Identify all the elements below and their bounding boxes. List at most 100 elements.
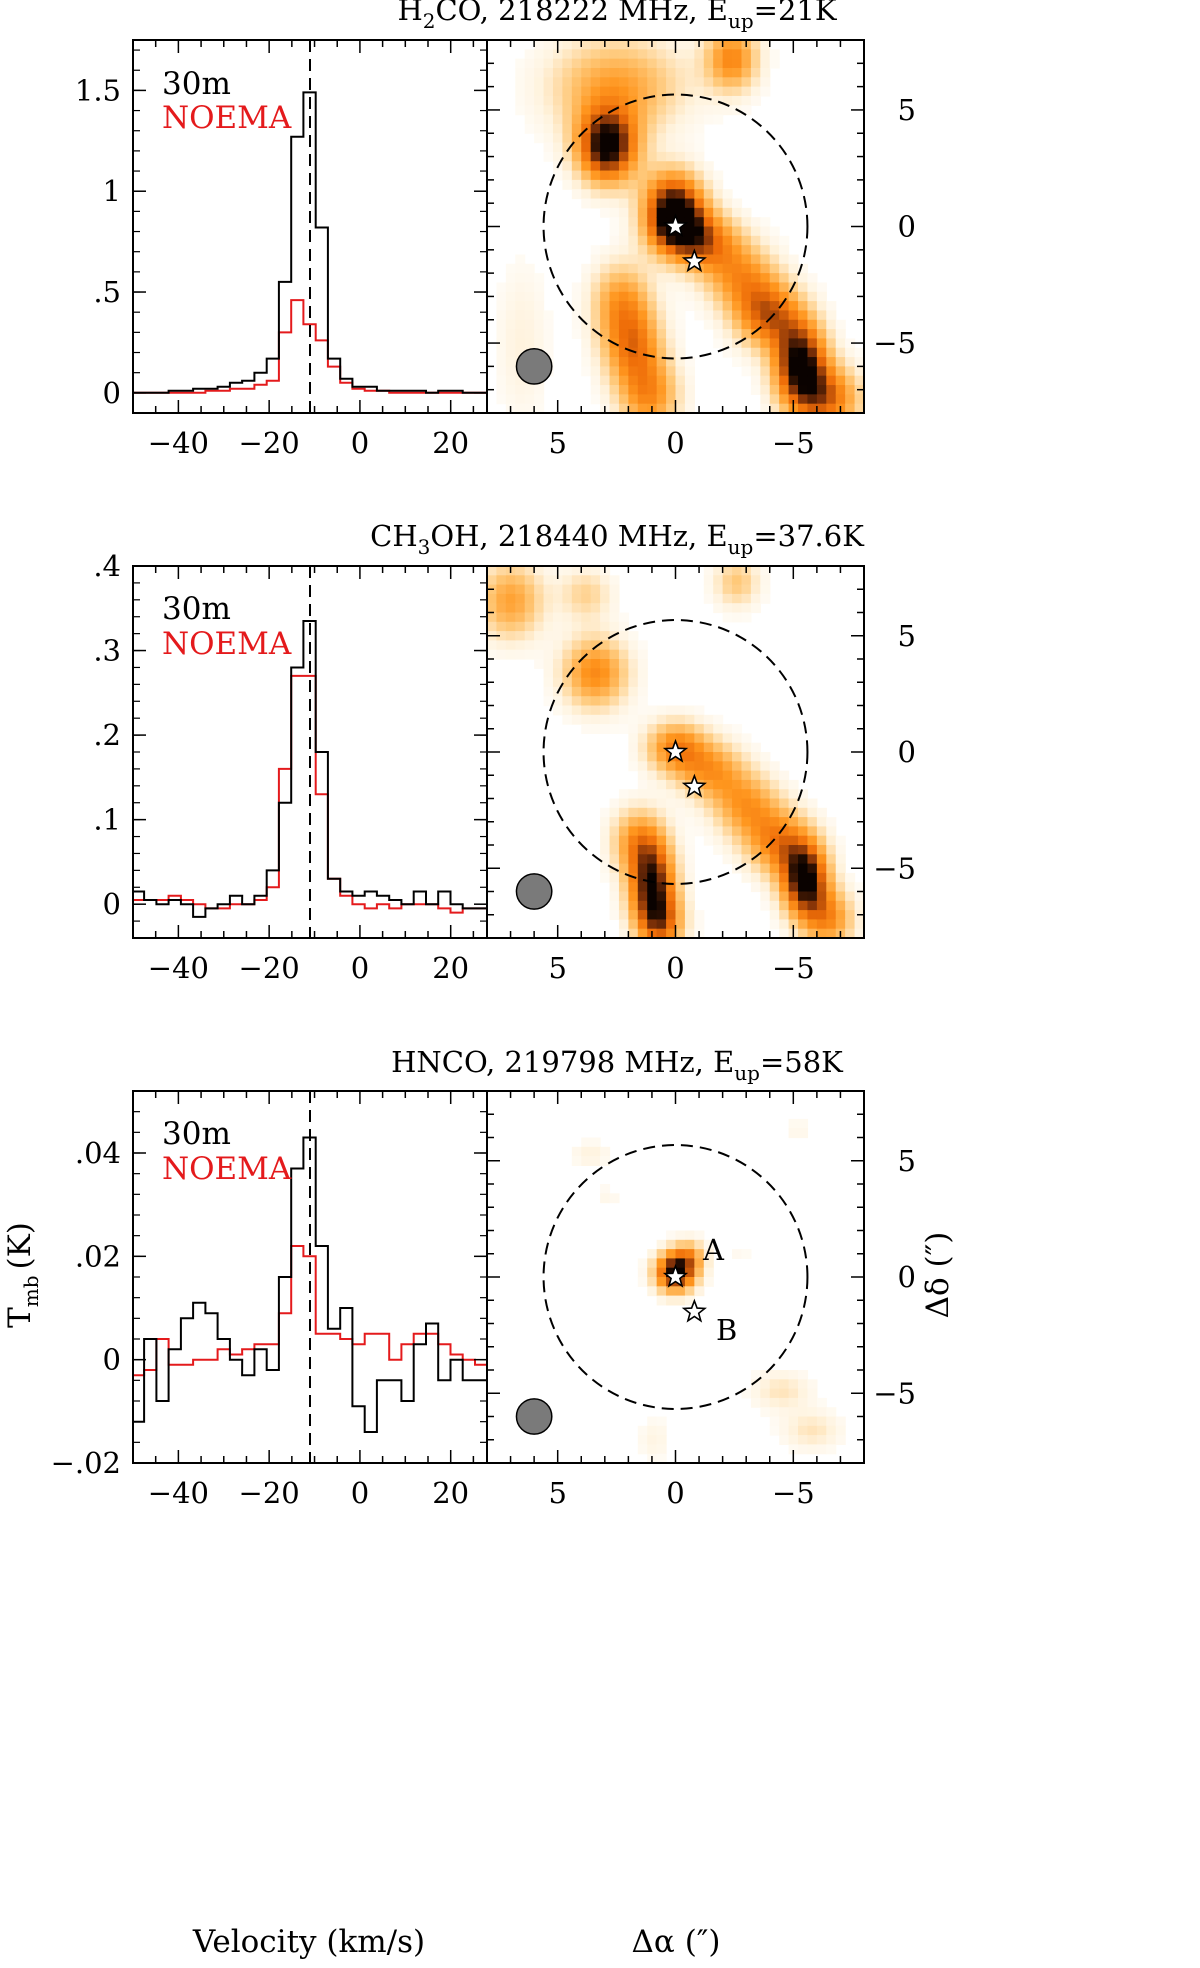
map-pixel xyxy=(571,329,582,339)
map-pixel xyxy=(798,1118,809,1129)
map-pixel xyxy=(694,714,705,725)
map-pixel xyxy=(788,301,799,312)
map-pixel xyxy=(694,217,705,228)
map-pixel xyxy=(656,761,667,772)
map-pixel xyxy=(732,310,743,321)
map-pixel xyxy=(788,291,799,302)
map-pixel xyxy=(552,49,564,60)
map-pixel xyxy=(713,779,724,790)
map-pixel xyxy=(769,891,780,902)
map-pixel xyxy=(722,854,733,865)
map-pixel xyxy=(798,319,809,330)
map-pixel xyxy=(590,198,601,209)
map-pixel xyxy=(628,310,639,321)
map-pixel xyxy=(741,235,752,246)
map-pixel xyxy=(618,789,629,800)
map-pixel xyxy=(750,263,761,274)
map-pixel xyxy=(684,854,695,865)
map-pixel xyxy=(741,310,752,321)
map-pixel xyxy=(713,603,724,614)
map-pixel xyxy=(675,882,686,893)
map-pixel xyxy=(741,1388,752,1399)
map-pixel xyxy=(656,854,667,865)
map-pixel xyxy=(750,49,761,60)
map-pixel xyxy=(609,375,620,386)
map-pixel xyxy=(552,151,564,162)
map-pixel xyxy=(816,928,827,938)
map-pixel xyxy=(835,1435,846,1445)
map-pixel xyxy=(760,375,771,386)
map-pixel xyxy=(760,845,771,855)
map-pixel xyxy=(656,40,667,50)
map-pixel xyxy=(675,845,686,855)
map-pixel xyxy=(524,575,535,586)
map-pixel xyxy=(675,338,686,349)
map-pixel xyxy=(590,254,601,265)
map-pixel xyxy=(571,1146,582,1157)
map-pixel xyxy=(666,105,677,116)
map-pixel xyxy=(769,826,780,837)
map-pixel xyxy=(618,366,629,377)
map-pixel xyxy=(618,226,629,237)
map-pixel xyxy=(798,263,809,274)
map-pixel xyxy=(562,686,573,697)
map-pixel xyxy=(675,123,686,134)
map-pixel xyxy=(769,301,780,312)
map-pixel xyxy=(675,67,686,78)
map-pixel xyxy=(798,1444,809,1455)
map-pixel xyxy=(769,263,780,274)
map-3-frame xyxy=(486,1090,865,1464)
map-pixel xyxy=(798,817,809,827)
map-pixel xyxy=(694,724,705,734)
map-pixel xyxy=(656,900,667,911)
map-pixel xyxy=(722,566,733,576)
map-pixel xyxy=(732,593,743,604)
map-pixel xyxy=(816,1425,827,1436)
map-pixel xyxy=(666,67,677,78)
map-pixel xyxy=(684,1239,695,1250)
map-pixel xyxy=(562,142,573,153)
x-axis-label-velocity: Velocity (km/s) xyxy=(192,1924,425,1960)
map-pixel xyxy=(600,375,611,386)
map-pixel xyxy=(618,659,629,669)
map-pixel xyxy=(534,575,545,586)
x-tick-label: −20 xyxy=(239,426,300,460)
map-pixel xyxy=(534,631,545,641)
map-pixel xyxy=(750,1388,761,1399)
map-pixel xyxy=(487,603,498,614)
map-pixel xyxy=(618,273,629,284)
map-pixel xyxy=(590,686,601,697)
map-pixel xyxy=(760,1407,771,1418)
map-pixel xyxy=(534,640,545,651)
map-pixel xyxy=(816,1444,827,1455)
map-pixel xyxy=(722,347,733,358)
map-pixel xyxy=(628,226,639,237)
map-pixel xyxy=(637,86,648,97)
map-pixel xyxy=(798,919,809,930)
map-pixel xyxy=(628,403,639,413)
map-pixel xyxy=(487,612,498,623)
map-pixel xyxy=(637,928,648,938)
map-pixel xyxy=(666,245,677,256)
map-pixel xyxy=(722,235,733,246)
map-pixel xyxy=(562,123,573,134)
map-pixel xyxy=(581,366,592,377)
map-pixel xyxy=(732,235,743,246)
y-tick-label: 0 xyxy=(898,735,916,769)
map-pixel xyxy=(684,366,695,377)
legend-noema-3: NOEMA xyxy=(162,1151,292,1187)
map-pixel xyxy=(807,375,818,386)
map-pixel xyxy=(637,724,648,734)
map-pixel xyxy=(628,659,639,669)
map-pixel xyxy=(732,724,743,734)
map-pixel xyxy=(609,705,620,716)
map-pixel xyxy=(552,58,564,69)
map-pixel xyxy=(788,1379,799,1390)
map-pixel xyxy=(590,1156,601,1166)
map-pixel xyxy=(647,761,658,772)
map-pixel xyxy=(675,835,686,846)
map-pixel xyxy=(722,752,733,762)
map-pixel xyxy=(760,584,771,595)
map-pixel xyxy=(562,640,573,651)
map-pixel xyxy=(637,245,648,256)
